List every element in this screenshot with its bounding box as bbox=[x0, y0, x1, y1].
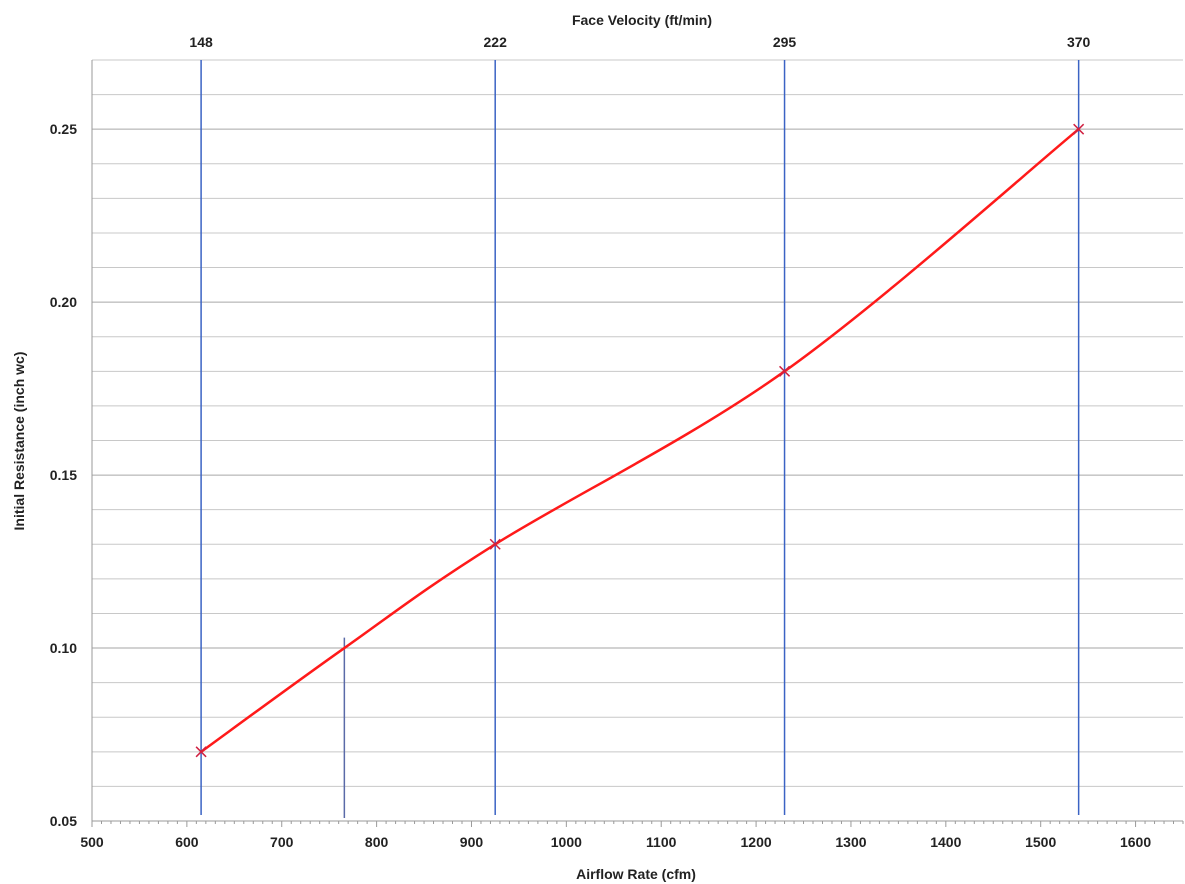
data-point bbox=[489, 538, 501, 550]
x-axis-title: Airflow Rate (cfm) bbox=[576, 866, 696, 882]
y-axis-title: Initial Resistance (inch wc) bbox=[11, 352, 27, 531]
x-tick-label: 1100 bbox=[646, 834, 677, 850]
series bbox=[195, 123, 1085, 758]
x-tick-label: 1500 bbox=[1025, 834, 1056, 850]
x-tick-label: 900 bbox=[460, 834, 484, 850]
y-tick-label: 0.15 bbox=[50, 467, 77, 483]
x-axis-ticks: 500 600 700 800 900 1000 1100 1200 1300 1400 1500 1… bbox=[80, 821, 1184, 850]
series-line bbox=[200, 128, 1080, 753]
x-tick-label: 1600 bbox=[1120, 834, 1151, 850]
x-tick-label: 1300 bbox=[835, 834, 866, 850]
y-axis-ticks: 0.05 0.10 0.15 0.20 0.25 bbox=[50, 121, 77, 829]
y-tick-label: 0.25 bbox=[50, 121, 77, 137]
y-tick-label: 0.10 bbox=[50, 640, 77, 656]
x-tick-label: 1200 bbox=[741, 834, 772, 850]
data-point bbox=[779, 365, 791, 377]
y-tick-label: 0.20 bbox=[50, 294, 77, 310]
top-axis-title: Face Velocity (ft/min) bbox=[572, 12, 712, 28]
top-tick-label: 295 bbox=[773, 34, 797, 50]
x-tick-label: 600 bbox=[175, 834, 199, 850]
top-axis-ticks: 148 222 295 370 bbox=[189, 34, 1090, 50]
x-tick-label: 800 bbox=[365, 834, 389, 850]
data-point bbox=[195, 746, 207, 758]
x-tick-label: 1400 bbox=[930, 834, 961, 850]
x-tick-label: 1000 bbox=[551, 834, 582, 850]
x-tick-label: 700 bbox=[270, 834, 294, 850]
x-tick-label: 500 bbox=[80, 834, 104, 850]
axes bbox=[91, 60, 1183, 822]
data-point bbox=[1073, 123, 1085, 135]
top-tick-label: 370 bbox=[1067, 34, 1091, 50]
top-tick-label: 148 bbox=[189, 34, 213, 50]
grid bbox=[92, 59, 1183, 787]
top-tick-label: 222 bbox=[484, 34, 508, 50]
y-tick-label: 0.05 bbox=[50, 813, 77, 829]
face-velocity-lines bbox=[200, 60, 1080, 818]
